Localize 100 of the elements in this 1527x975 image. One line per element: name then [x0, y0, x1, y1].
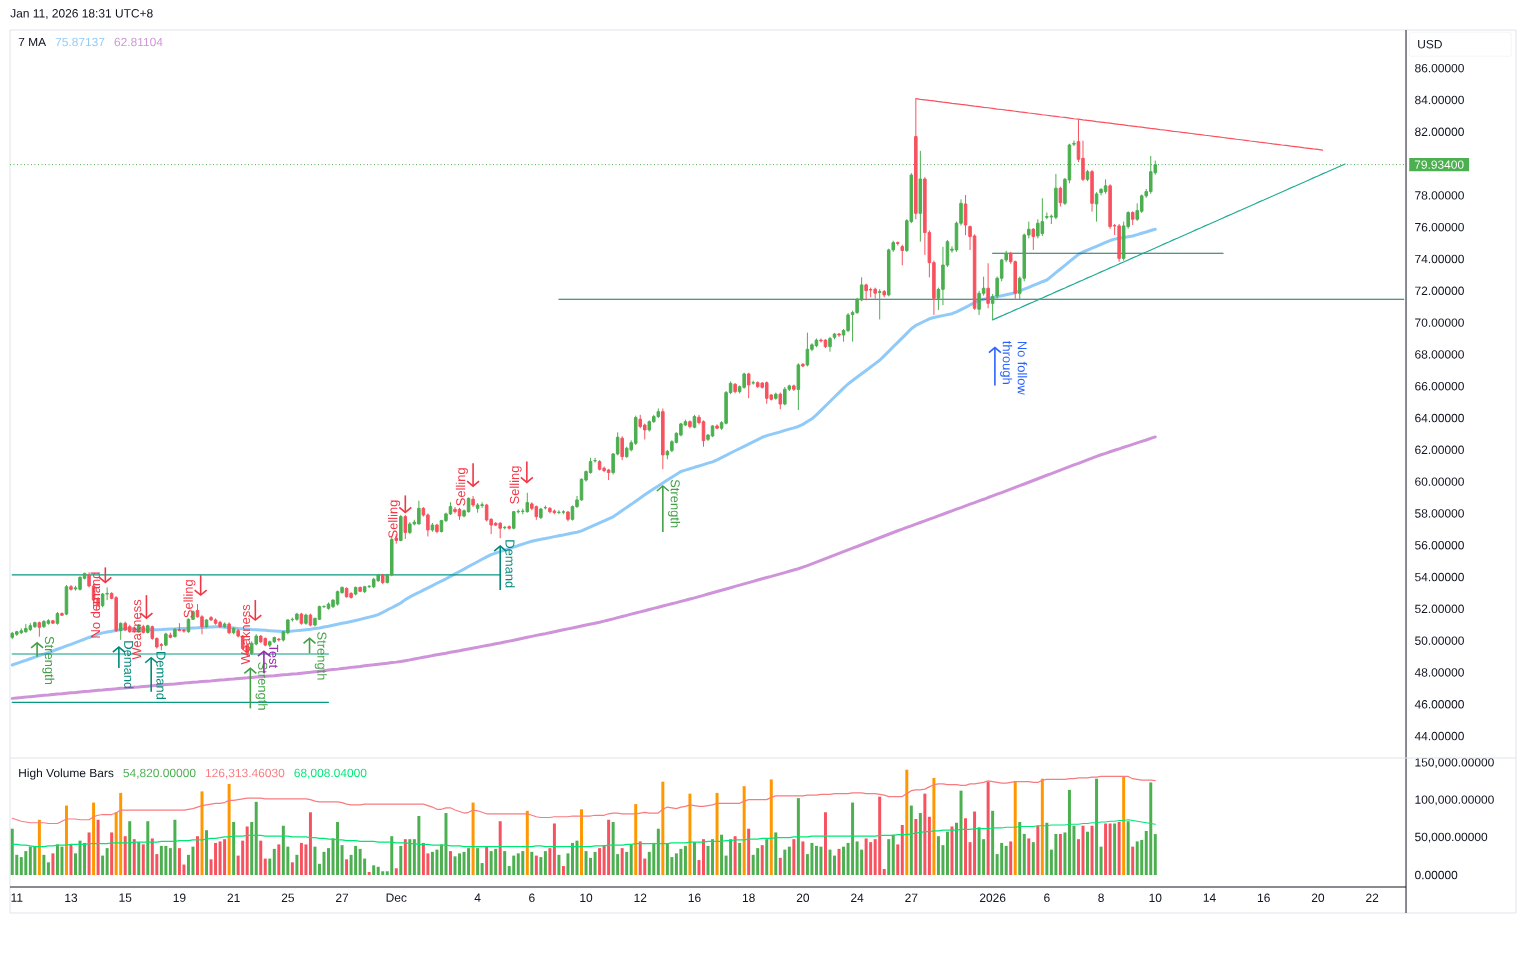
- bar: [896, 844, 900, 876]
- x-tick-label: 20: [796, 893, 810, 902]
- candlestick: [218, 620, 222, 629]
- candlestick: [828, 336, 832, 353]
- legend-title: High Volume Bars: [19, 768, 114, 780]
- x-tick-label: 10: [1149, 893, 1162, 902]
- bar: [530, 851, 534, 876]
- bar: [792, 839, 796, 876]
- bar: [408, 839, 412, 876]
- bar: [290, 862, 294, 876]
- candlestick: [774, 392, 778, 401]
- bar: [191, 846, 195, 876]
- annotation: Selling: [388, 500, 401, 538]
- bar: [1018, 822, 1022, 876]
- bar: [336, 822, 340, 876]
- x-tick-label: 6: [529, 893, 535, 902]
- annotation: Strength: [668, 479, 681, 528]
- bar: [223, 839, 227, 876]
- annotation: Strength: [314, 632, 327, 680]
- bar: [887, 839, 891, 876]
- bar: [715, 792, 719, 876]
- candlestick: [430, 522, 435, 533]
- annotation: Selling: [455, 468, 468, 506]
- bar: [462, 851, 466, 876]
- bar: [688, 793, 692, 876]
- bar: [977, 827, 981, 876]
- bar: [1086, 831, 1089, 876]
- bar: [1122, 776, 1126, 876]
- candlestick: [1130, 210, 1135, 226]
- text: 75.87137: [55, 37, 105, 47]
- candlestick: [986, 262, 990, 309]
- x-tick-label: 14: [1203, 893, 1216, 902]
- bar: [78, 840, 82, 876]
- bar: [837, 848, 841, 876]
- bar: [566, 853, 570, 876]
- bar: [1040, 778, 1044, 876]
- annotation: No follow through: [1000, 341, 1028, 395]
- bar: [1104, 823, 1108, 876]
- bar: [317, 863, 321, 876]
- candlestick: [349, 591, 353, 600]
- candlestick: [78, 575, 82, 592]
- candlestick: [277, 637, 281, 642]
- bar: [196, 836, 199, 876]
- bar: [738, 842, 742, 876]
- text: Jan 11, 2026 18:31 UTC+8: [10, 9, 153, 19]
- candlestick: [353, 586, 358, 596]
- y-tick-label: 58.00000: [1415, 509, 1464, 518]
- bar: [1045, 822, 1049, 876]
- bar: [132, 839, 136, 876]
- bar: [467, 848, 471, 876]
- bar: [801, 841, 805, 876]
- bar: [146, 821, 150, 876]
- bar: [498, 821, 502, 876]
- candlestick: [118, 621, 123, 641]
- candlestick: [19, 627, 24, 635]
- bar: [991, 810, 995, 876]
- x-tick-label: 27: [905, 893, 918, 902]
- x-tick-label: 25: [281, 893, 294, 902]
- x-tick-label: 6: [1044, 893, 1050, 902]
- candlestick: [164, 632, 168, 647]
- bar: [765, 839, 769, 876]
- bar: [674, 853, 678, 876]
- candlestick: [471, 495, 475, 508]
- bar: [241, 840, 245, 876]
- series-label: 126,313.46030: [205, 768, 285, 779]
- bar: [494, 848, 498, 876]
- x-tick-label: 10: [580, 893, 593, 902]
- x-tick-label: 2026: [979, 893, 1006, 902]
- candlestick: [209, 615, 213, 622]
- candlestick: [222, 621, 227, 629]
- x-tick-label: 16: [688, 893, 701, 902]
- y-tick-label: 70.00000: [1415, 318, 1464, 327]
- bar: [304, 844, 308, 876]
- candlestick: [561, 509, 566, 515]
- y-tick-label: 86.00000: [1415, 63, 1464, 73]
- bar: [390, 836, 394, 876]
- bar: [525, 810, 529, 876]
- candlestick: [141, 624, 146, 634]
- bar: [810, 842, 814, 876]
- bar: [205, 830, 209, 876]
- bar: [173, 819, 177, 876]
- bar: [24, 851, 28, 876]
- annotation: Test: [269, 644, 279, 669]
- candlestick: [805, 332, 810, 367]
- bar: [557, 854, 561, 876]
- x-tick-label: 21: [227, 893, 240, 902]
- bar: [64, 805, 68, 876]
- ref-line-label: 79.93400: [1414, 160, 1464, 169]
- bar: [128, 821, 132, 876]
- bar: [882, 869, 886, 876]
- bar: [1063, 832, 1067, 876]
- bar: [96, 819, 100, 876]
- bar: [1135, 841, 1139, 876]
- x-tick-label: 20: [1311, 893, 1325, 902]
- bar: [697, 860, 701, 876]
- bar: [986, 781, 990, 876]
- annotation: Demand: [505, 540, 515, 588]
- bar: [1117, 822, 1121, 876]
- candlestick: [733, 382, 737, 394]
- candlestick: [539, 507, 543, 520]
